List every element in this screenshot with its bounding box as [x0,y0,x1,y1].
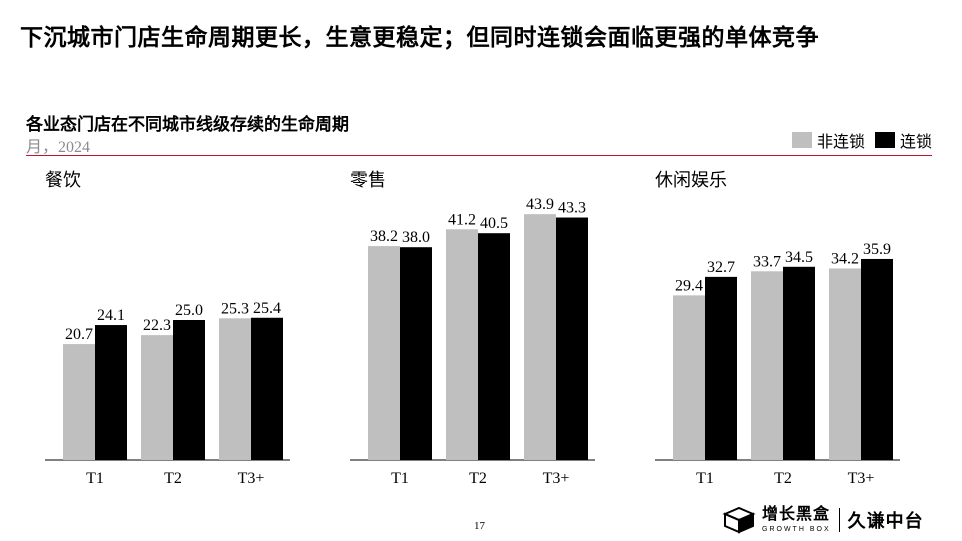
data-label-1-t1-chain: 24.1 [97,307,125,324]
bar-3-t2-non-chain [751,271,783,460]
x-tick-label-3-t3: T3+ [848,470,875,487]
bar-1-t3-non-chain [219,318,251,460]
logo-partner: 久谦中台 [847,511,924,531]
x-tick-label-3-t2: T2 [774,470,792,487]
legend-swatch-chain [874,132,895,148]
data-label-1-t1-non-chain: 20.7 [65,326,93,343]
logo-separator [838,508,840,532]
data-label-3-t3-chain: 35.9 [863,241,891,258]
data-label-3-t1-non-chain: 29.4 [675,277,703,294]
bar-2-t2-non-chain [446,229,478,460]
chart-panel-3: 休闲娱乐 29.432.7 T1 33.7 34.5 T2 34.235.9 T3+ [655,170,900,487]
bar-3-t3-non-chain [829,268,861,460]
data-label-2-t2-non-chain: 41.2 [448,211,476,228]
x-tick-label-1-t2: T2 [164,470,182,487]
data-label-1-t3-non-chain: 25.3 [221,300,249,317]
legend-item-non-chain: 非连锁 [791,128,865,152]
x-tick-label-1-t3: T3+ [238,470,265,487]
chart-title: 各业态门店在不同城市线级存续的生命周期 [26,115,349,134]
bar-3-t1-non-chain [673,295,705,460]
bar-2-t1-non-chain [368,246,400,460]
data-label-2-t1-chain: 38.0 [402,229,430,246]
bar-3-t2-chain [783,266,815,460]
chart-unit: 月，2024 [26,139,91,156]
x-tick-label-3-t1: T1 [696,470,714,487]
data-label-2-t3-chain: 43.3 [558,200,586,217]
panel-title-2: 零售 [350,170,386,190]
bar-1-t1-chain [95,325,127,460]
legend-swatch-non-chain [791,132,812,148]
data-label-2-t3-non-chain: 43.9 [526,196,554,213]
footer-logo: 增长黑盒 GROWTH BOX 久谦中台 [722,506,924,534]
legend-label-chain: 连锁 [899,134,932,151]
legend-item-chain: 连锁 [874,128,932,152]
data-label-1-t2-non-chain: 22.3 [143,317,171,334]
bar-1-t1-non-chain [63,344,95,460]
x-tick-label-2-t3: T3+ [543,470,570,487]
data-label-3-t3-non-chain: 34.2 [831,250,859,267]
bar-1-t2-chain [173,320,205,460]
x-tick-label-1-t1: T1 [86,470,104,487]
bar-2-t3-chain [556,217,588,460]
chart-panel-2: 零售 38.2 38.0 T1 41.2 40.5 T2 43.9 43.3 T3+ [350,170,595,487]
chart-panel-1: 餐饮 20.724.1 T1 22.325.0 T2 25.3 25.4 T3+ [45,170,290,487]
bar-3-t3-chain [861,258,893,460]
chart-legend: 非连锁 连锁 [791,128,932,152]
page-number: 17 [474,520,485,532]
slide-headline: 下沉城市门店生命周期更长，生意更稳定；但同时连锁会面临更强的单体竞争 [20,24,819,50]
data-label-3-t2-non-chain: 33.7 [753,253,781,270]
x-tick-label-2-t1: T1 [391,470,409,487]
x-tick-label-2-t2: T2 [469,470,487,487]
title-divider [26,155,932,156]
data-label-2-t1-non-chain: 38.2 [370,228,398,245]
data-label-3-t1-chain: 32.7 [707,259,735,276]
data-label-2-t2-chain: 40.5 [480,215,508,232]
logo-name-cn: 增长黑盒 [762,506,831,523]
data-label-3-t2-chain: 34.5 [785,249,813,266]
legend-label-non-chain: 非连锁 [816,134,865,151]
bar-2-t2-chain [478,233,510,460]
bar-1-t2-non-chain [141,335,173,460]
bar-3-t1-chain [705,276,737,460]
bar-1-t3-chain [251,317,283,460]
data-label-1-t2-chain: 25.0 [175,302,203,319]
logo-name-en: GROWTH BOX [762,526,831,533]
bar-2-t1-chain [400,247,432,460]
panel-title-1: 餐饮 [45,170,81,190]
panel-title-3: 休闲娱乐 [655,170,727,190]
data-label-1-t3-chain: 25.4 [253,300,281,317]
bar-2-t3-non-chain [524,214,556,460]
growth-box-cube-icon [722,506,756,534]
